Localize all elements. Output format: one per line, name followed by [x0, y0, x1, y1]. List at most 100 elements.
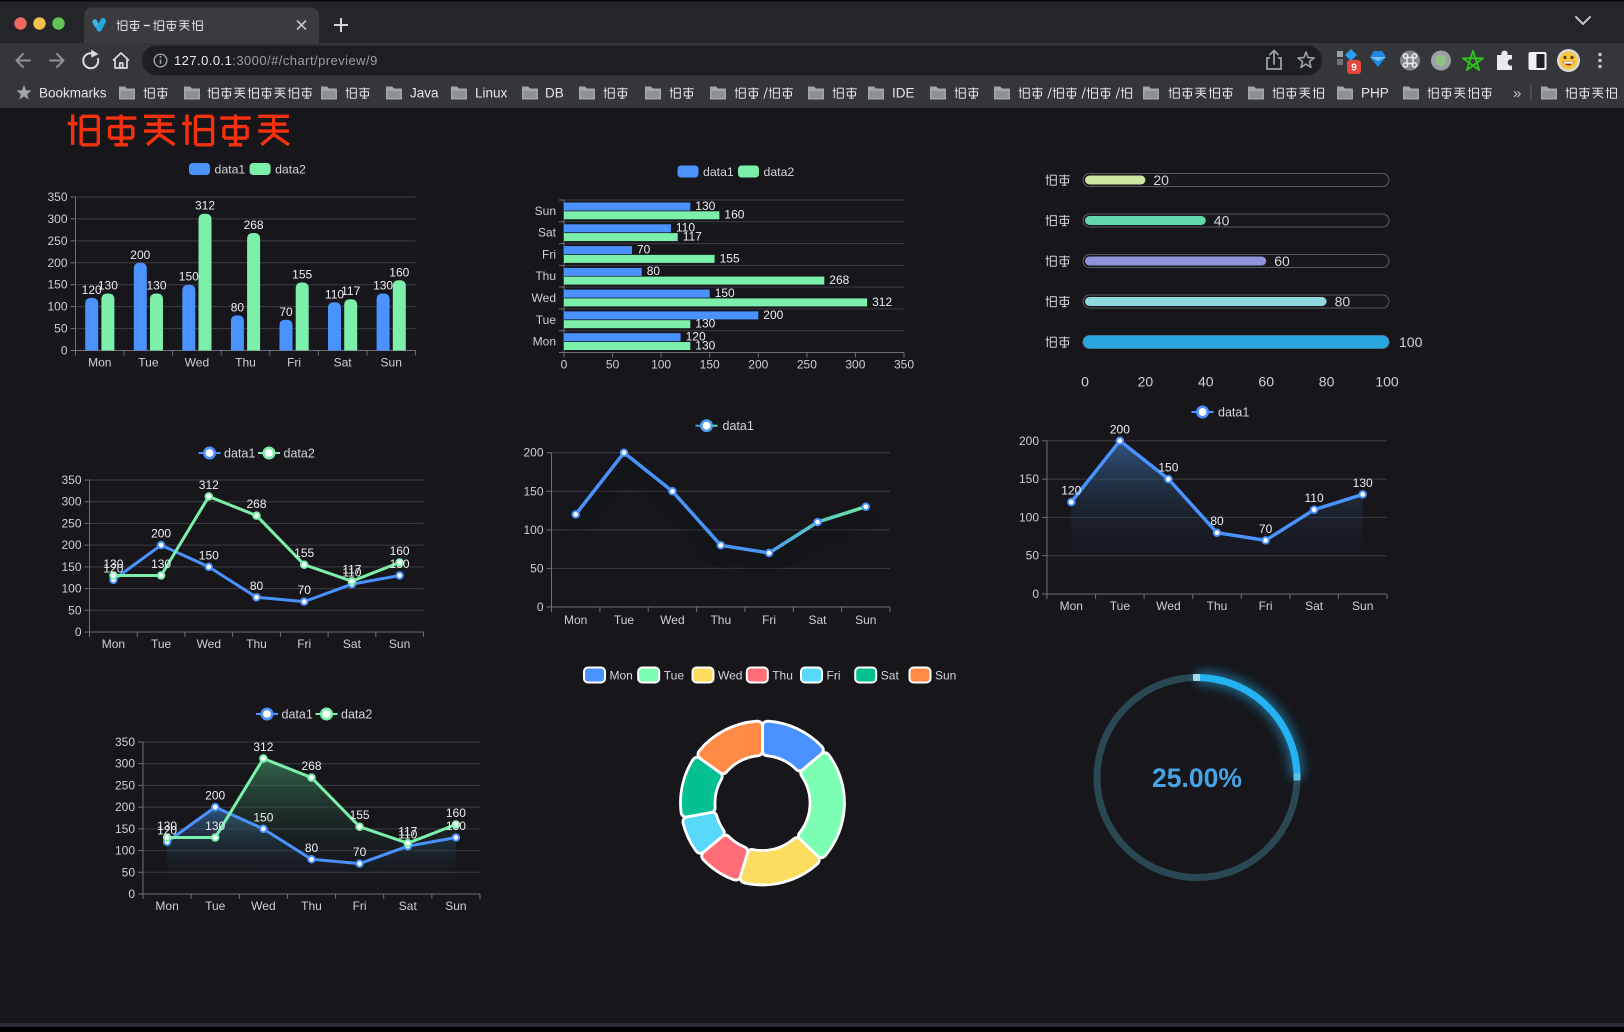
svg-text:100: 100: [61, 582, 81, 596]
svg-text:40: 40: [1198, 374, 1214, 390]
svg-text:150: 150: [700, 358, 720, 372]
svg-text:155: 155: [350, 808, 370, 822]
svg-text:PHP: PHP: [1361, 86, 1389, 101]
svg-text:130: 130: [205, 819, 225, 833]
svg-text:200: 200: [61, 538, 81, 552]
svg-text:Mon: Mon: [533, 335, 556, 349]
svg-text:130: 130: [1353, 476, 1373, 490]
svg-text:0: 0: [75, 625, 82, 639]
svg-text:300: 300: [845, 358, 865, 372]
svg-text:Wed: Wed: [718, 669, 742, 683]
svg-text:data1: data1: [224, 447, 255, 461]
svg-text:130: 130: [446, 819, 466, 833]
svg-text:Tue: Tue: [664, 669, 685, 683]
svg-text:data1: data1: [215, 163, 246, 177]
svg-text:50: 50: [54, 322, 68, 336]
svg-text:20: 20: [1153, 172, 1169, 188]
svg-text:155: 155: [292, 268, 312, 282]
svg-text:130: 130: [151, 557, 171, 571]
svg-text:Fri: Fri: [1259, 599, 1273, 613]
svg-text:130: 130: [390, 557, 410, 571]
svg-text:117: 117: [398, 825, 417, 839]
svg-text:Fri: Fri: [542, 248, 556, 262]
svg-text:Sun: Sun: [1352, 599, 1373, 613]
svg-text:150: 150: [523, 484, 543, 498]
svg-text:130: 130: [146, 279, 166, 293]
svg-text:350: 350: [894, 358, 914, 372]
svg-text:250: 250: [61, 516, 81, 530]
svg-text:200: 200: [748, 358, 768, 372]
svg-text:120: 120: [1061, 484, 1081, 498]
svg-text:60: 60: [1258, 374, 1274, 390]
svg-text:117: 117: [683, 230, 702, 244]
svg-text:130: 130: [695, 317, 715, 331]
svg-text:Sun: Sun: [445, 899, 466, 913]
svg-text:200: 200: [1019, 434, 1039, 448]
svg-text:0: 0: [128, 887, 135, 901]
svg-text:80: 80: [1210, 514, 1224, 528]
svg-text:Fri: Fri: [353, 899, 367, 913]
svg-text:70: 70: [298, 583, 312, 597]
svg-text:Wed: Wed: [197, 637, 221, 651]
svg-text:100: 100: [651, 358, 671, 372]
svg-text:Sat: Sat: [1305, 599, 1324, 613]
svg-text:300: 300: [61, 495, 81, 509]
svg-text:Sat: Sat: [399, 899, 418, 913]
svg-text:Thu: Thu: [246, 637, 267, 651]
svg-text:160: 160: [446, 806, 466, 820]
svg-text:120: 120: [686, 330, 706, 344]
svg-text:data2: data2: [284, 447, 315, 461]
svg-text:Tue: Tue: [138, 356, 159, 370]
svg-text:155: 155: [720, 251, 740, 265]
svg-text:0: 0: [561, 358, 568, 372]
svg-text:Tue: Tue: [536, 313, 557, 327]
svg-text:0: 0: [537, 600, 544, 614]
svg-text:Sun: Sun: [389, 637, 410, 651]
svg-text:0: 0: [61, 344, 68, 358]
svg-text:Fri: Fri: [287, 356, 301, 370]
svg-text:200: 200: [523, 446, 543, 460]
svg-text:Fri: Fri: [827, 669, 841, 683]
svg-text:50: 50: [606, 358, 620, 372]
svg-text:Wed: Wed: [251, 899, 275, 913]
svg-text:»: »: [1513, 85, 1521, 102]
svg-text:Fri: Fri: [297, 637, 311, 651]
svg-text:100: 100: [47, 300, 67, 314]
svg-text:130: 130: [373, 279, 393, 293]
svg-text:117: 117: [341, 284, 360, 298]
svg-text:312: 312: [872, 295, 892, 309]
svg-text:100: 100: [1399, 334, 1423, 350]
svg-text:127.0.0.1:3000/#/chart/preview: 127.0.0.1:3000/#/chart/preview/9: [174, 53, 378, 68]
svg-text:50: 50: [68, 603, 82, 617]
svg-text:100: 100: [115, 844, 135, 858]
svg-text:250: 250: [115, 778, 135, 792]
svg-text:80: 80: [1319, 374, 1335, 390]
svg-text:50: 50: [1026, 549, 1040, 563]
svg-text:250: 250: [47, 234, 67, 248]
svg-text:25.00%: 25.00%: [1152, 763, 1242, 793]
svg-text:160: 160: [390, 544, 410, 558]
svg-text:160: 160: [389, 265, 409, 279]
svg-text:130: 130: [157, 819, 177, 833]
svg-text:IDE: IDE: [892, 86, 915, 101]
svg-text:Java: Java: [410, 86, 439, 101]
svg-text:Mon: Mon: [610, 669, 633, 683]
svg-text:Bookmarks: Bookmarks: [39, 86, 107, 101]
svg-text:Sat: Sat: [334, 356, 353, 370]
svg-text:Wed: Wed: [660, 613, 684, 627]
svg-text:20: 20: [1138, 374, 1154, 390]
svg-text:312: 312: [253, 740, 273, 754]
svg-text:268: 268: [244, 218, 264, 232]
svg-text:Mon: Mon: [1060, 599, 1083, 613]
svg-text:Mon: Mon: [564, 613, 587, 627]
svg-text:data2: data2: [764, 165, 795, 179]
svg-text:300: 300: [115, 757, 135, 771]
svg-text:Tue: Tue: [151, 637, 172, 651]
svg-text:Tue: Tue: [614, 613, 635, 627]
svg-text:Mon: Mon: [155, 899, 178, 913]
svg-text:Tue: Tue: [205, 899, 226, 913]
svg-text:150: 150: [179, 270, 199, 284]
svg-text:110: 110: [676, 221, 695, 235]
svg-text:Wed: Wed: [532, 291, 556, 305]
svg-text:150: 150: [1019, 472, 1039, 486]
